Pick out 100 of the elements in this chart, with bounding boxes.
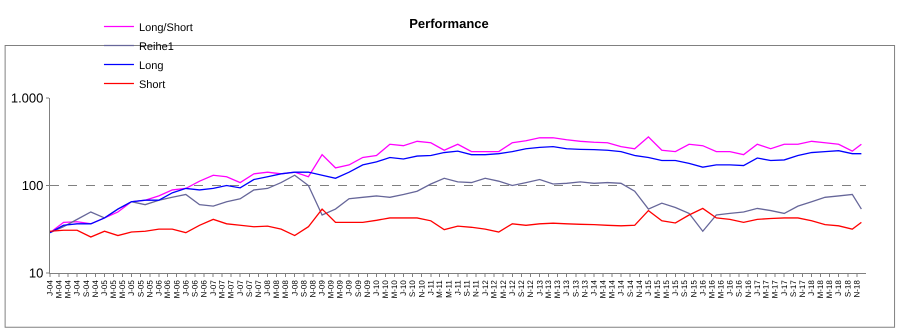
x-tick-label: J-09 bbox=[344, 280, 354, 296]
y-tick-label: 100 bbox=[22, 178, 44, 194]
x-tick-label: J-09 bbox=[318, 280, 327, 296]
x-tick-label: N-11 bbox=[472, 280, 481, 297]
y-tick-label: 10 bbox=[28, 266, 44, 281]
x-tick-label: J-10 bbox=[372, 280, 382, 296]
x-tick-label: J-16 bbox=[698, 280, 708, 296]
x-tick-label: N-08 bbox=[308, 280, 318, 298]
x-tick-label: S-18 bbox=[843, 280, 852, 298]
x-tick-label: S-09 bbox=[354, 280, 363, 298]
x-tick-label: M-16 bbox=[716, 280, 726, 298]
x-tick-label: N-12 bbox=[526, 280, 536, 298]
x-tick-label: J-08 bbox=[290, 280, 300, 296]
x-tick-label: M-11 bbox=[444, 280, 454, 298]
x-tick-label: J-10 bbox=[399, 280, 408, 296]
x-tick-label: J-04 bbox=[72, 280, 82, 296]
x-tick-label: M-14 bbox=[598, 280, 608, 298]
x-tick-label: S-04 bbox=[82, 280, 91, 298]
x-tick-label: J-06 bbox=[181, 280, 190, 296]
x-tick-label: M-12 bbox=[498, 280, 508, 298]
x-tick-label: J-17 bbox=[780, 280, 789, 296]
x-tick-label: M-16 bbox=[707, 280, 716, 298]
x-tick-label: M-06 bbox=[172, 280, 182, 298]
x-tick-label: M-06 bbox=[163, 280, 172, 298]
x-tick-label: N-04 bbox=[91, 280, 100, 298]
x-tick-label: J-05 bbox=[127, 280, 136, 296]
legend-label: Long bbox=[138, 60, 164, 72]
x-tick-label: M-09 bbox=[326, 280, 336, 298]
x-tick-label: J-05 bbox=[100, 280, 110, 296]
x-tick-label: M-04 bbox=[54, 280, 64, 298]
x-tick-label: J-15 bbox=[644, 280, 654, 296]
legend-label: Short bbox=[138, 78, 166, 91]
x-tick-label: N-06 bbox=[200, 280, 209, 298]
x-tick-label: M-07 bbox=[226, 280, 236, 298]
x-tick-label: S-06 bbox=[190, 280, 200, 298]
x-tick-label: J-18 bbox=[807, 280, 816, 296]
legend-label: Reihe1 bbox=[138, 40, 174, 53]
x-tick-label: M-12 bbox=[490, 280, 499, 298]
x-tick-label: S-11 bbox=[462, 280, 472, 297]
y-tick-label: 1.000 bbox=[10, 90, 44, 106]
x-tick-label: M-18 bbox=[825, 280, 834, 298]
x-tick-label: N-14 bbox=[634, 280, 644, 298]
x-tick-label: N-17 bbox=[798, 280, 808, 298]
x-tick-label: N-05 bbox=[145, 280, 154, 298]
x-tick-label: M-08 bbox=[281, 280, 290, 298]
x-tick-label: N-16 bbox=[744, 280, 753, 298]
x-tick-label: M-10 bbox=[380, 280, 390, 298]
x-tick-label: S-14 bbox=[626, 280, 635, 298]
x-tick-label: J-12 bbox=[480, 280, 490, 296]
x-tick-label: J-15 bbox=[670, 280, 680, 296]
x-tick-label: J-18 bbox=[834, 280, 844, 296]
x-tick-label: S-07 bbox=[245, 280, 254, 298]
x-tick-label: S-17 bbox=[789, 280, 798, 298]
x-tick-label: M-15 bbox=[662, 280, 671, 298]
x-tick-label: S-05 bbox=[136, 280, 146, 298]
x-tick-label: N-09 bbox=[362, 280, 372, 298]
x-tick-label: M-09 bbox=[336, 280, 345, 298]
x-tick-label: S-08 bbox=[300, 280, 309, 298]
x-tick-label: M-11 bbox=[435, 280, 444, 298]
x-tick-label: M-13 bbox=[553, 280, 562, 298]
x-tick-label: M-17 bbox=[762, 280, 771, 298]
line-series bbox=[50, 208, 862, 238]
x-tick-label: J-07 bbox=[236, 280, 245, 296]
x-tick-label: J-04 bbox=[46, 280, 55, 296]
x-tick-label: M-14 bbox=[608, 280, 617, 298]
x-tick-label: M-08 bbox=[272, 280, 282, 298]
x-tick-label: N-07 bbox=[254, 280, 264, 298]
x-tick-label: N-10 bbox=[417, 280, 426, 298]
x-tick-label: J-12 bbox=[508, 280, 517, 296]
x-tick-label: S-15 bbox=[680, 280, 690, 298]
x-tick-label: J-11 bbox=[426, 280, 436, 296]
x-tick-label: S-12 bbox=[517, 280, 526, 298]
x-tick-label: N-13 bbox=[580, 280, 590, 298]
x-tick-label: M-10 bbox=[390, 280, 399, 298]
x-tick-label: S-10 bbox=[408, 280, 418, 298]
x-tick-label: J-16 bbox=[725, 280, 734, 296]
x-tick-label: J-08 bbox=[263, 280, 272, 296]
x-tick-label: S-16 bbox=[734, 280, 744, 298]
line-series bbox=[50, 174, 862, 234]
x-tick-label: J-13 bbox=[535, 280, 544, 296]
x-tick-label: M-18 bbox=[816, 280, 826, 298]
x-tick-label: S-13 bbox=[571, 280, 580, 298]
x-tick-label: M-05 bbox=[108, 280, 118, 298]
x-tick-label: J-14 bbox=[616, 280, 626, 296]
x-tick-label: N-15 bbox=[689, 280, 698, 298]
x-tick-label: M-17 bbox=[770, 280, 780, 298]
x-tick-label: M-13 bbox=[544, 280, 554, 298]
x-tick-label: J-13 bbox=[562, 280, 572, 296]
x-tick-label: M-15 bbox=[652, 280, 662, 298]
x-tick-label: N-18 bbox=[852, 280, 862, 298]
x-tick-label: M-05 bbox=[118, 280, 127, 298]
x-tick-label: J-11 bbox=[453, 280, 462, 296]
legend-label: Long/Short bbox=[138, 22, 193, 34]
x-tick-label: J-14 bbox=[590, 280, 599, 296]
x-tick-label: J-17 bbox=[752, 280, 762, 296]
x-tick-label: M-04 bbox=[64, 280, 73, 298]
x-tick-label: J-07 bbox=[208, 280, 218, 296]
chart-title: Performance bbox=[409, 16, 489, 31]
x-tick-label: M-07 bbox=[218, 280, 227, 298]
x-tick-label: J-06 bbox=[154, 280, 164, 296]
